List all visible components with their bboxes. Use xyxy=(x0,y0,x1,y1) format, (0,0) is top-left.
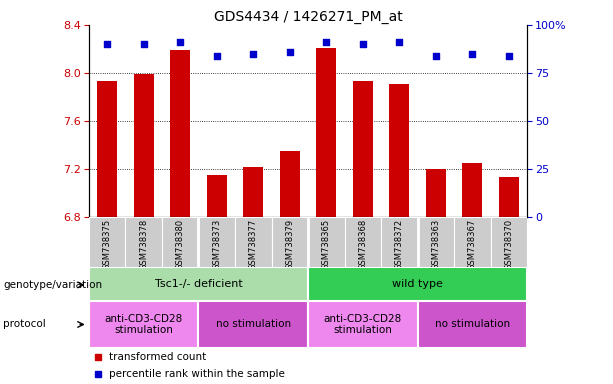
Text: GSM738373: GSM738373 xyxy=(212,219,221,270)
Text: no stimulation: no stimulation xyxy=(216,319,291,329)
Bar xyxy=(89,301,199,348)
Text: anti-CD3-CD28
stimulation: anti-CD3-CD28 stimulation xyxy=(324,314,402,335)
Bar xyxy=(207,175,227,217)
Text: GSM738367: GSM738367 xyxy=(468,219,477,270)
Text: genotype/variation: genotype/variation xyxy=(3,280,102,290)
Bar xyxy=(462,163,482,217)
Text: GSM738365: GSM738365 xyxy=(322,219,331,270)
Bar xyxy=(280,151,300,217)
Point xyxy=(102,41,112,47)
Text: GSM738380: GSM738380 xyxy=(176,219,185,270)
Text: GSM738368: GSM738368 xyxy=(359,219,367,270)
Text: percentile rank within the sample: percentile rank within the sample xyxy=(109,369,284,379)
Text: GSM738370: GSM738370 xyxy=(504,219,514,270)
Text: Tsc1-/- deficient: Tsc1-/- deficient xyxy=(154,279,242,289)
Text: GSM738378: GSM738378 xyxy=(139,219,148,270)
Bar xyxy=(134,74,154,217)
Bar xyxy=(490,217,527,267)
Bar xyxy=(381,217,417,267)
Bar xyxy=(199,301,308,348)
Point xyxy=(394,39,404,45)
Bar xyxy=(417,217,454,267)
Bar xyxy=(89,217,126,267)
Point xyxy=(175,39,185,45)
Text: no stimulation: no stimulation xyxy=(435,319,510,329)
Bar xyxy=(170,50,190,217)
Point xyxy=(248,51,258,57)
Point xyxy=(321,39,331,45)
Text: protocol: protocol xyxy=(3,319,46,329)
Bar xyxy=(126,217,162,267)
Text: anti-CD3-CD28
stimulation: anti-CD3-CD28 stimulation xyxy=(105,314,183,335)
Text: transformed count: transformed count xyxy=(109,352,206,362)
Bar xyxy=(345,217,381,267)
Point xyxy=(504,53,514,59)
Text: GSM738372: GSM738372 xyxy=(395,219,404,270)
Bar xyxy=(97,81,117,217)
Point xyxy=(285,49,295,55)
Bar xyxy=(308,301,417,348)
Bar xyxy=(243,167,264,217)
Bar xyxy=(454,217,490,267)
Point xyxy=(212,53,222,59)
Point xyxy=(431,53,441,59)
Bar xyxy=(89,267,308,301)
Bar xyxy=(316,48,337,217)
Bar xyxy=(308,217,345,267)
Text: GSM738363: GSM738363 xyxy=(432,219,440,270)
Bar xyxy=(162,217,199,267)
Bar xyxy=(352,81,373,217)
Point xyxy=(468,51,478,57)
Bar xyxy=(389,84,409,217)
Text: wild type: wild type xyxy=(392,279,443,289)
Text: GSM738377: GSM738377 xyxy=(249,219,257,270)
Bar xyxy=(235,217,272,267)
Point xyxy=(139,41,148,47)
Point xyxy=(358,41,368,47)
Bar xyxy=(199,217,235,267)
Text: GSM738379: GSM738379 xyxy=(285,219,294,270)
Bar xyxy=(499,177,519,217)
Text: GSM738375: GSM738375 xyxy=(102,219,112,270)
Bar xyxy=(308,267,527,301)
Bar xyxy=(272,217,308,267)
Bar xyxy=(417,301,527,348)
Title: GDS4434 / 1426271_PM_at: GDS4434 / 1426271_PM_at xyxy=(214,10,402,24)
Bar xyxy=(426,169,446,217)
